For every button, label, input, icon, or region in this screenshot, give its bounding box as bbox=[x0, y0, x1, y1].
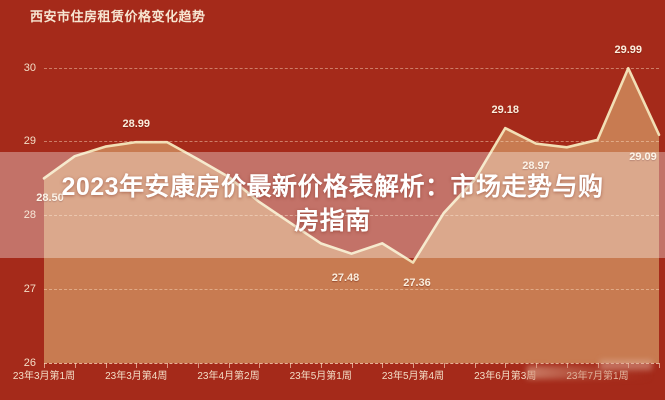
y-axis-tick-label: 28 bbox=[23, 209, 36, 222]
x-axis-tickmark bbox=[228, 363, 230, 368]
x-axis-tickmark bbox=[197, 363, 199, 368]
x-axis-tickmark bbox=[536, 363, 537, 368]
x-axis-tickmark bbox=[413, 363, 414, 368]
x-axis-tick-label: 23年3月第4周 bbox=[105, 371, 168, 382]
x-axis-tickmark bbox=[659, 363, 660, 368]
x-axis-tickmark bbox=[136, 363, 138, 368]
gridline bbox=[44, 289, 659, 291]
data-point-label: 27.48 bbox=[331, 271, 360, 284]
data-point-label: 28.50 bbox=[36, 192, 64, 205]
data-point-label: 29.99 bbox=[614, 44, 643, 57]
y-axis-tick-label: 29 bbox=[23, 135, 36, 148]
x-axis-tickmark bbox=[290, 363, 291, 368]
blurred-watermark-secondary bbox=[600, 360, 652, 370]
x-axis-tickmark bbox=[351, 363, 353, 368]
x-axis-tickmark bbox=[320, 363, 322, 368]
x-axis-tickmark bbox=[74, 363, 76, 368]
x-axis-tickmark bbox=[443, 363, 445, 368]
x-axis-tickmark bbox=[105, 363, 107, 368]
gridline bbox=[44, 67, 659, 69]
x-axis-tickmark bbox=[259, 363, 261, 368]
price-trend-series bbox=[42, 66, 661, 363]
page-title: 西安市住房租赁价格变化趋势 bbox=[30, 9, 206, 24]
data-point-label: 29.09 bbox=[629, 150, 657, 163]
x-axis-tick-label: 23年4月第2周 bbox=[197, 371, 260, 382]
y-axis-tick-label: 26 bbox=[23, 357, 36, 369]
data-point-label: 27.36 bbox=[403, 276, 431, 289]
data-point-label: 28.97 bbox=[522, 159, 550, 172]
x-axis-tickmark bbox=[474, 363, 476, 368]
x-axis-tickmark bbox=[566, 363, 568, 368]
x-axis-tickmark bbox=[597, 363, 599, 368]
x-axis-tickmark bbox=[44, 363, 45, 368]
gridline bbox=[44, 215, 659, 217]
x-axis-tick-label: 23年6月第3周 bbox=[474, 371, 537, 382]
data-point-label: 29.18 bbox=[491, 104, 520, 117]
x-axis-tickmark bbox=[167, 363, 168, 368]
data-point-label: 28.99 bbox=[122, 118, 151, 131]
y-axis-tick-label: 27 bbox=[23, 283, 36, 296]
overlay-highlight-band bbox=[0, 152, 665, 258]
overlay-headline: 2023年安康房价最新价格表解析：市场走势与购房指南 bbox=[61, 173, 604, 235]
x-axis-tick-label: 23年5月第4周 bbox=[381, 371, 445, 382]
chart-plot-area: 26 27 28 29 30 23年3月第1周 23年3月第4周 23年4月第2周 23年5月第… bbox=[13, 38, 661, 382]
x-axis-tickmark bbox=[505, 363, 507, 368]
y-axis-tick-label: 30 bbox=[23, 61, 36, 74]
gridline bbox=[44, 141, 659, 143]
x-axis-tick-label: 23年5月第1周 bbox=[289, 371, 352, 382]
x-axis-tick-label: 23年3月第1周 bbox=[12, 371, 76, 382]
x-axis-tickmark bbox=[382, 363, 384, 368]
